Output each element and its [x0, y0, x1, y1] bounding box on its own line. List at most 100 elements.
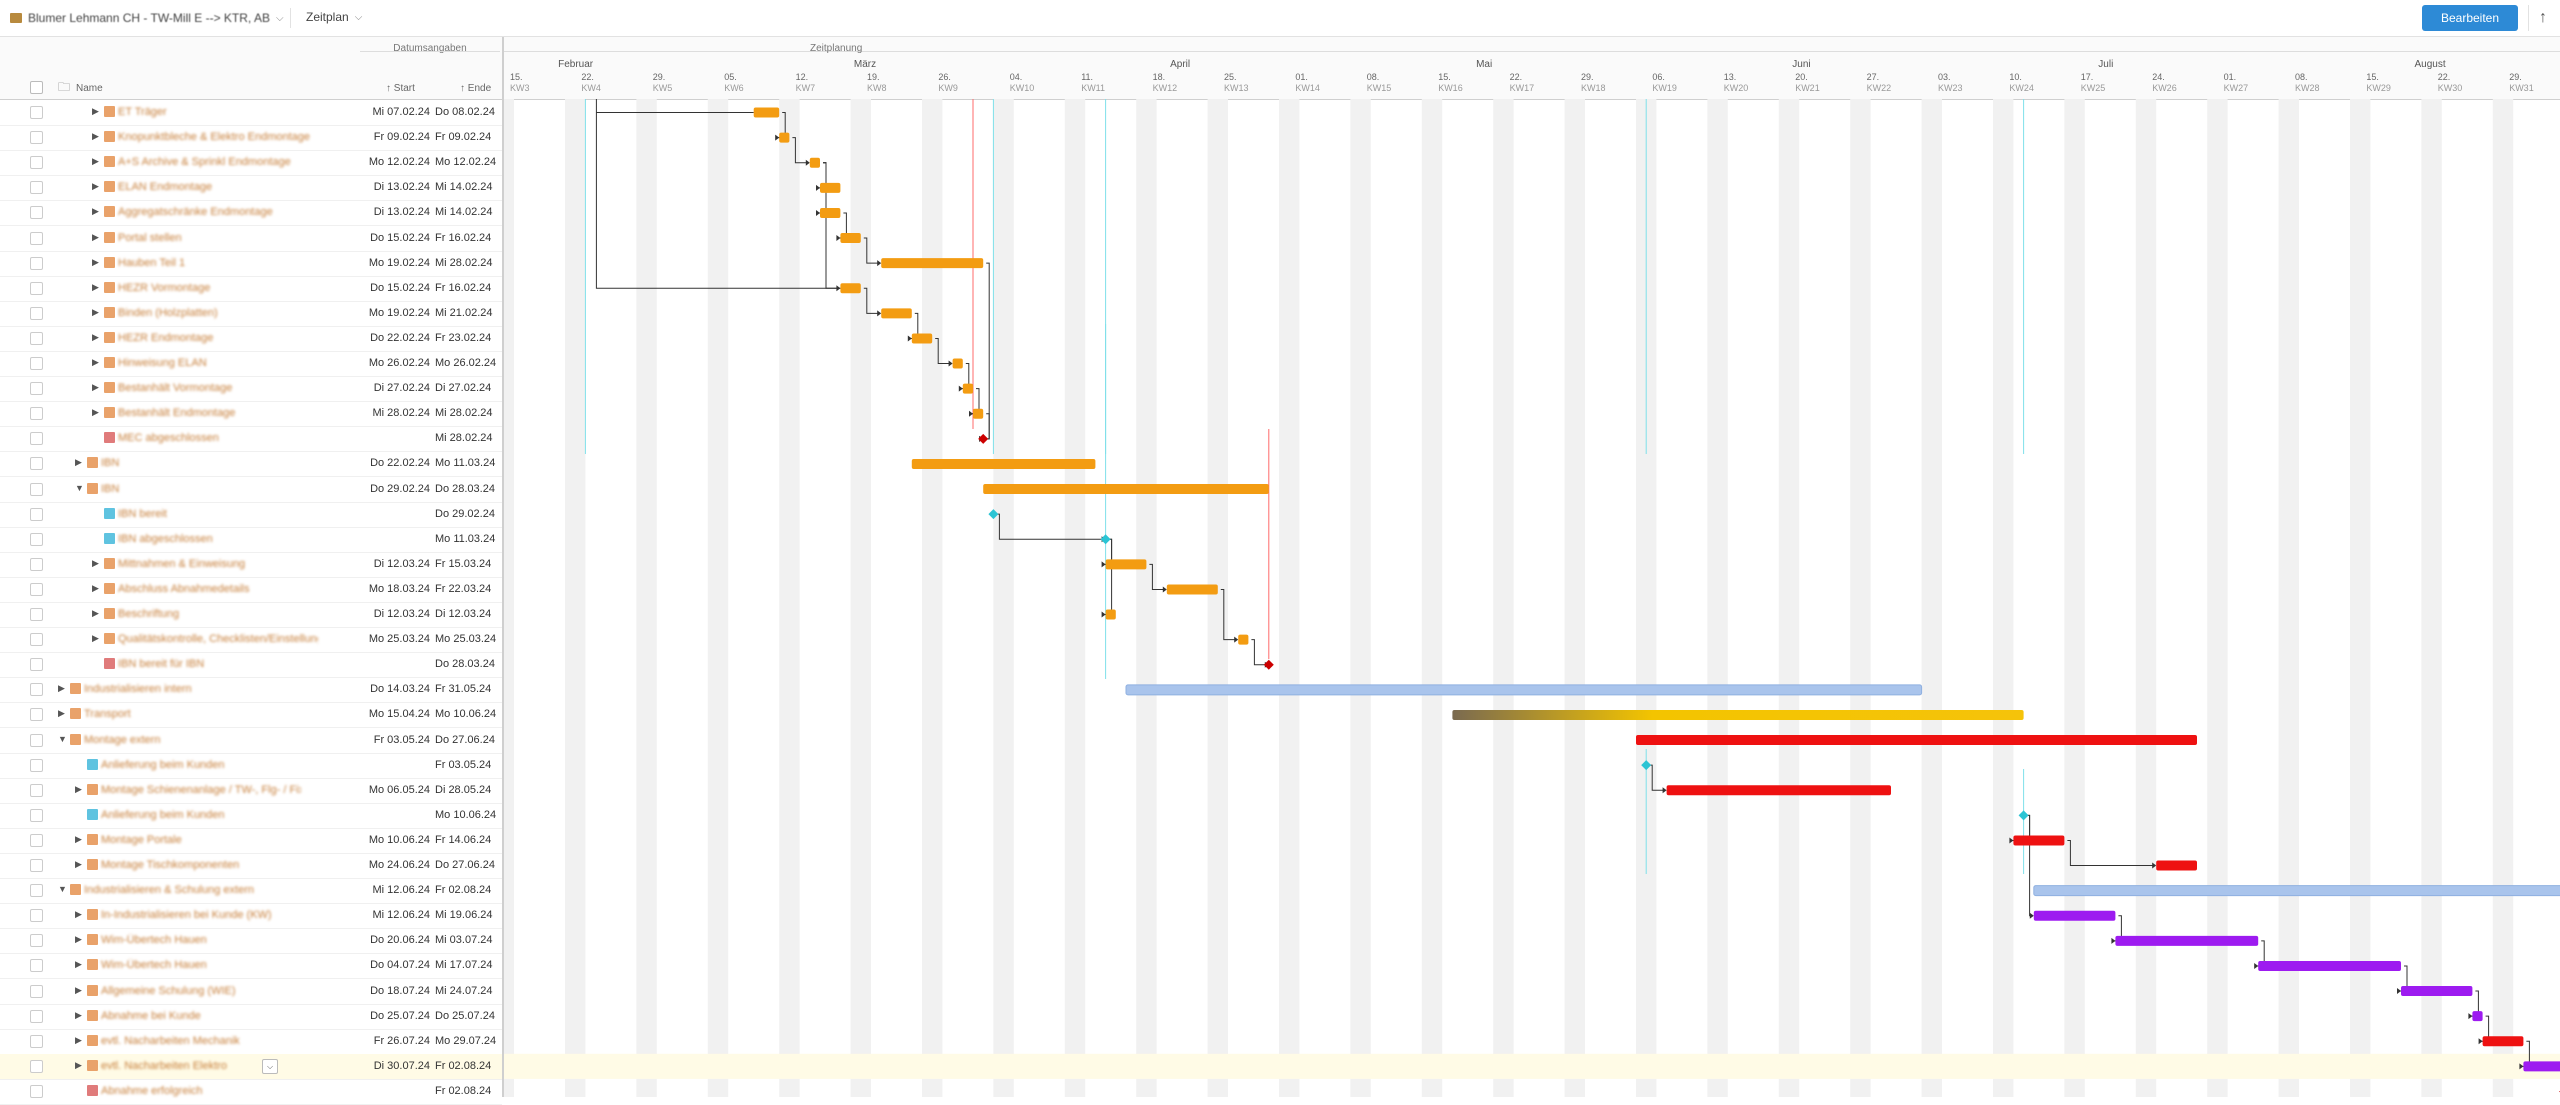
task-name[interactable]: Binden (Holzplatten) — [118, 306, 218, 319]
row-checkbox[interactable] — [30, 608, 43, 621]
expand-icon[interactable]: ▶ — [75, 1034, 82, 1045]
task-name[interactable]: Wim-Übertech Hauen — [101, 934, 207, 947]
expand-icon[interactable]: ▶ — [92, 156, 99, 167]
chevron-down-icon[interactable]: ⌵ — [275, 12, 284, 24]
task-name[interactable]: IBN bereit für IBN — [118, 658, 205, 671]
row-checkbox[interactable] — [30, 808, 43, 822]
expand-icon[interactable]: ▶ — [58, 708, 65, 719]
expand-icon[interactable]: ▶ — [92, 633, 99, 644]
expand-icon[interactable]: ▶ — [92, 582, 99, 593]
task-name[interactable]: IBN bereit — [118, 507, 167, 520]
expand-icon[interactable]: ▶ — [75, 959, 82, 970]
table-row[interactable]: Abnahme erfolgreich Fr 02.08.24 — [0, 1079, 502, 1105]
expand-icon[interactable]: ▶ — [92, 608, 99, 618]
task-name[interactable]: evtl. Nacharbeiten Elektro — [101, 1059, 227, 1072]
task-name[interactable]: Montage Tischkomponenten — [101, 859, 240, 871]
table-row[interactable]: ▶ Allgemeine Schulung (WIE) Do 18.07.24 Mi … — [0, 979, 502, 1005]
select-all-checkbox[interactable] — [30, 81, 43, 94]
expand-icon[interactable]: ▶ — [92, 256, 99, 267]
table-row[interactable]: ▶ Wim-Übertech Hauen Do 20.06.24 Mi 03.07.2… — [0, 928, 502, 955]
expand-icon[interactable]: ▶ — [92, 281, 99, 292]
task-name[interactable]: Industrialisieren & Schulung extern — [84, 884, 254, 897]
row-checkbox[interactable] — [30, 357, 43, 370]
table-row[interactable]: ▶ Portal stellen Do 15.02.24 Fr 16.02.24 — [0, 226, 502, 252]
expand-icon[interactable]: ▶ — [75, 457, 82, 468]
table-row[interactable]: ▶ Industrialisieren intern Do 14.03.24 Fr 3… — [0, 677, 502, 704]
table-row[interactable]: ▶ Bestanhält Endmontage Mi 28.02.24 Mi 28.0… — [0, 401, 502, 428]
row-checkbox[interactable] — [30, 633, 43, 647]
table-row[interactable]: ▶ Mittnahmen & Einweisung Di 12.03.24 Fr 15… — [0, 552, 502, 578]
table-row[interactable]: ▼ Industrialisieren & Schulung extern Mi 1… — [0, 878, 502, 905]
table-row[interactable]: ▶ IBN Do 22.02.24 Mo 11.03.24 — [0, 451, 502, 478]
table-row[interactable]: ▶ Binden (Holzplatten) Mo 19.02.24 Mi 21.02… — [0, 301, 502, 327]
table-row[interactable]: ▶ evtl. Nacharbeiten Elektro ⌵ Di 30.07.24 F… — [0, 1053, 502, 1080]
table-row[interactable]: ▶ Knopunktbleche & Elektro Endmontage Fr 0… — [0, 125, 502, 152]
row-checkbox[interactable] — [30, 1084, 43, 1098]
row-checkbox[interactable] — [30, 557, 43, 571]
table-row[interactable]: ▶ HEZR Vormontage Do 15.02.24 Fr 16.02.24 — [0, 276, 502, 302]
table-row[interactable]: ▶ Montage Schienenanlage / TW-, Flg- / Fi… — [0, 778, 502, 804]
table-row[interactable]: ▶ Montage Portale Mo 10.06.24 Fr 14.06.24 — [0, 828, 502, 854]
task-name[interactable]: Bestanhält Endmontage — [118, 407, 236, 420]
expand-icon[interactable]: ▶ — [92, 557, 99, 568]
collapse-icon[interactable]: ▼ — [58, 884, 67, 895]
expand-icon[interactable]: ▶ — [75, 909, 82, 920]
task-name[interactable]: In-Industrialisieren bei Kunde (KW) — [101, 909, 272, 922]
task-name[interactable]: Anlieferung beim Kunden — [101, 808, 225, 821]
row-checkbox[interactable] — [30, 859, 43, 872]
task-name[interactable]: Allgemeine Schulung (WIE) — [101, 984, 236, 997]
task-name[interactable]: evtl. Nacharbeiten Mechanik — [101, 1034, 240, 1047]
table-row[interactable]: ▶ In-Industrialisieren bei Kunde (KW) Mi 1… — [0, 903, 502, 930]
task-name[interactable]: IBN — [101, 482, 120, 495]
row-checkbox[interactable] — [30, 758, 43, 772]
expand-icon[interactable]: ▶ — [92, 331, 99, 342]
task-name[interactable]: IBN — [101, 457, 120, 470]
task-name[interactable]: Abnahme bei Kunde — [101, 1009, 201, 1022]
task-name[interactable]: Aggregatschränke Endmontage — [118, 206, 273, 219]
table-row[interactable]: ▶ evtl. Nacharbeiten Mechanik Fr 26.07.24 M… — [0, 1029, 502, 1055]
row-checkbox[interactable] — [30, 106, 43, 119]
task-name[interactable]: Abschluss Abnahmedetails — [118, 582, 250, 595]
row-checkbox[interactable] — [30, 231, 43, 245]
table-row[interactable]: IBN bereit für IBN Do 28.03.24 — [0, 652, 502, 679]
breadcrumb[interactable]: Blumer Lehmann CH - TW-Mill E --> KTR, A… — [10, 10, 284, 26]
row-checkbox[interactable] — [30, 281, 43, 295]
task-name[interactable]: Mittnahmen & Einweisung — [118, 557, 246, 570]
expand-icon[interactable]: ▶ — [75, 1009, 82, 1020]
table-row[interactable]: ▶ Hinweisung ELAN Mo 26.02.24 Mo 26.02.24 — [0, 351, 502, 377]
row-checkbox[interactable] — [30, 934, 43, 948]
task-name[interactable]: Transport — [84, 708, 131, 721]
expand-icon[interactable]: ▶ — [75, 833, 82, 844]
table-row[interactable]: ▶ A+S Archive & Sprinkl Endmontage Mo 12.0… — [0, 150, 502, 177]
row-checkbox[interactable] — [30, 532, 43, 546]
table-row[interactable]: ▶ Abnahme bei Kunde Do 25.07.24 Do 25.07.24 — [0, 1004, 502, 1030]
expand-icon[interactable]: ▶ — [92, 206, 99, 217]
expand-icon[interactable]: ▶ — [75, 934, 82, 945]
table-row[interactable]: Anlieferung beim Kunden Fr 03.05.24 — [0, 753, 502, 779]
table-row[interactable]: Anlieferung beim Kunden Mo 10.06.24 — [0, 803, 502, 829]
row-checkbox[interactable] — [30, 432, 43, 446]
task-name[interactable]: Qualitätskontrolle, Checklisten/Einstell… — [118, 633, 318, 646]
task-name[interactable]: HEZR Vormontage — [118, 281, 211, 294]
row-checkbox[interactable] — [30, 783, 43, 797]
row-checkbox[interactable] — [30, 457, 43, 471]
expand-icon[interactable]: ▶ — [92, 181, 99, 192]
collapse-icon[interactable]: ▼ — [58, 733, 67, 744]
task-name[interactable]: Montage Schienenanlage / TW-, Flg- / Fix… — [101, 783, 301, 796]
table-row[interactable]: ▼ IBN Do 29.02.24 Do 28.03.24 — [0, 477, 502, 503]
table-row[interactable]: IBN abgeschlossen Mo 11.03.24 — [0, 527, 502, 553]
task-name[interactable]: Anlieferung beim Kunden — [101, 758, 225, 771]
task-name[interactable]: ELAN Endmontage — [118, 181, 213, 194]
task-name[interactable]: Hinweisung ELAN — [118, 357, 207, 369]
task-name[interactable]: Industrialisieren intern — [84, 683, 192, 696]
table-row[interactable]: ▶ Hauben Teil 1 Mo 19.02.24 Mi 28.02.24 — [0, 251, 502, 277]
collapse-icon[interactable]: ▼ — [75, 482, 84, 493]
row-checkbox[interactable] — [30, 382, 43, 396]
task-name[interactable]: Montage Portale — [101, 833, 182, 846]
row-checkbox[interactable] — [30, 1034, 43, 1048]
row-checkbox[interactable] — [30, 181, 43, 195]
row-checkbox[interactable] — [30, 582, 43, 596]
table-row[interactable]: ▶ Montage Tischkomponenten Mo 24.06.24 Do 2… — [0, 853, 502, 879]
row-checkbox[interactable] — [30, 683, 43, 697]
task-name[interactable]: Wim-Übertech Hauen — [101, 959, 207, 972]
